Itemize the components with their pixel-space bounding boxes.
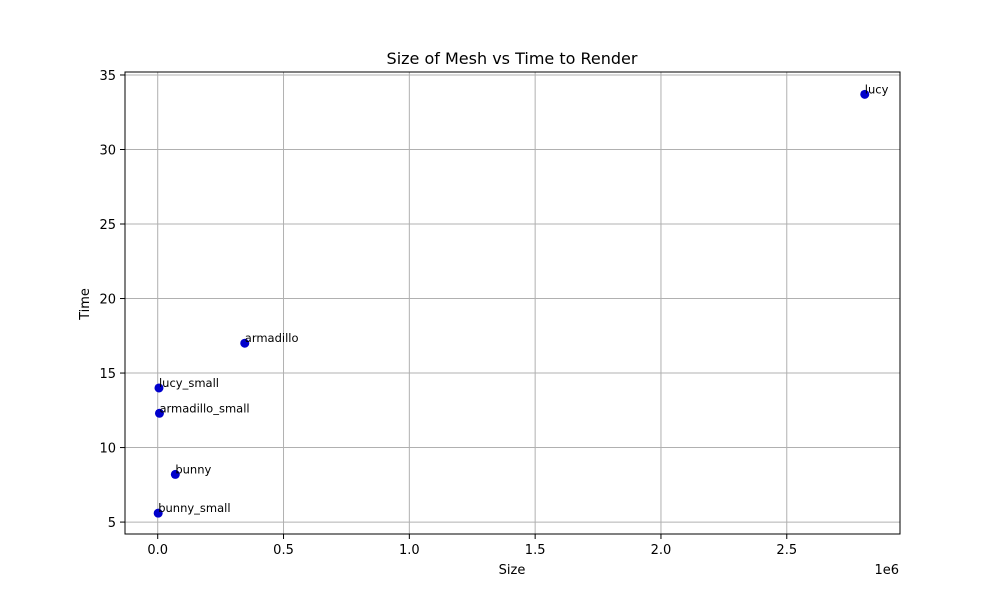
x-axis-offset-label: 1e6 [874, 563, 899, 578]
x-tick-label: 0.5 [273, 543, 294, 558]
x-tick-label: 2.5 [776, 543, 797, 558]
point-label: armadillo [245, 331, 299, 345]
axes: 0.0 0.5 1.0 1.5 2.0 2.5 5 10 15 20 25 30 35 [99, 69, 901, 558]
y-tick-label: 35 [99, 69, 116, 84]
x-tick-label: 1.0 [399, 543, 420, 558]
point-label: lucy_small [159, 376, 219, 390]
scatter-point [153, 508, 163, 518]
point-label: bunny [175, 462, 211, 476]
x-tick-label: 0.0 [147, 543, 168, 558]
scatter-point [154, 408, 164, 418]
point-label: lucy [865, 82, 889, 96]
x-tick-label: 1.5 [525, 543, 546, 558]
point-label: armadillo_small [159, 401, 249, 415]
chart-title: Size of Mesh vs Time to Render [387, 49, 638, 68]
x-axis-title: Size [499, 563, 526, 578]
scatter-point [240, 338, 250, 348]
y-axis-title: Time [78, 288, 93, 321]
y-tick-label: 5 [108, 516, 116, 531]
y-tick-label: 15 [99, 367, 116, 382]
y-tick-label: 25 [99, 218, 116, 233]
scatter-point [860, 89, 870, 99]
x-tick-label: 2.0 [651, 543, 672, 558]
scatter-point [154, 383, 164, 393]
point-label: bunny_small [158, 501, 230, 515]
grid [125, 72, 900, 534]
plot-frame [124, 71, 901, 535]
y-tick-label: 20 [99, 293, 116, 308]
scatter-point [170, 469, 180, 479]
y-tick-label: 10 [99, 442, 116, 457]
data-points: bunny_small bunny armadillo_small lucy_smal… [153, 82, 889, 518]
y-tick-label: 30 [99, 143, 116, 158]
